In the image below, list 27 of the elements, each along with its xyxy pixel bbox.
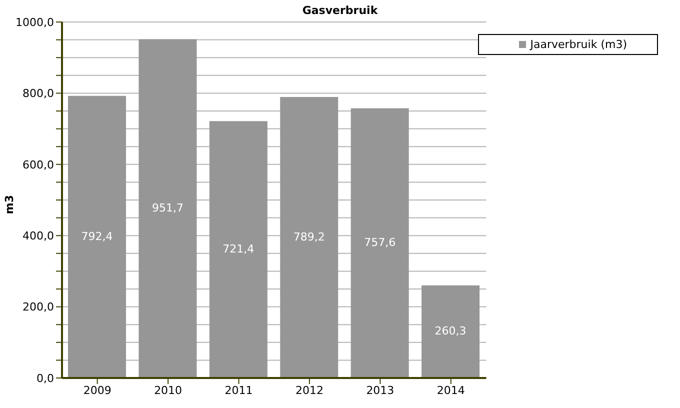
legend-label: Jaarverbruik (m3) (528, 38, 627, 51)
y-tick-label: 800,0 (22, 87, 54, 100)
data-label: 951,7 (152, 202, 184, 215)
data-label: 789,2 (293, 230, 325, 244)
x-tick-label: 2013 (366, 384, 394, 397)
chart-title: Gasverbruik (301, 4, 379, 17)
x-tick-label: 2014 (436, 384, 465, 397)
data-label: 792,4 (81, 230, 113, 243)
bar (350, 108, 409, 378)
y-tick-label: 0,0 (36, 372, 54, 385)
data-label: 721,4 (222, 242, 254, 256)
bar (138, 39, 197, 378)
y-tick-label: 600,0 (22, 158, 54, 172)
y-tick-label: 200,0 (22, 300, 54, 314)
data-label: 757,6 (364, 236, 396, 250)
data-label: 260,3 (434, 324, 466, 338)
bar (422, 285, 480, 378)
y-axis-title: m3 (3, 194, 16, 214)
bar (280, 97, 338, 378)
y-tick-label: 400,0 (22, 230, 54, 243)
x-tick-label: 2010 (154, 384, 182, 397)
x-tick-label: 2011 (224, 384, 253, 397)
x-tick-label: 2009 (83, 384, 112, 397)
y-tick-label: 1000,0 (16, 16, 54, 29)
x-tick-label: 2012 (295, 384, 324, 397)
bar (209, 121, 268, 378)
bar (68, 96, 126, 378)
